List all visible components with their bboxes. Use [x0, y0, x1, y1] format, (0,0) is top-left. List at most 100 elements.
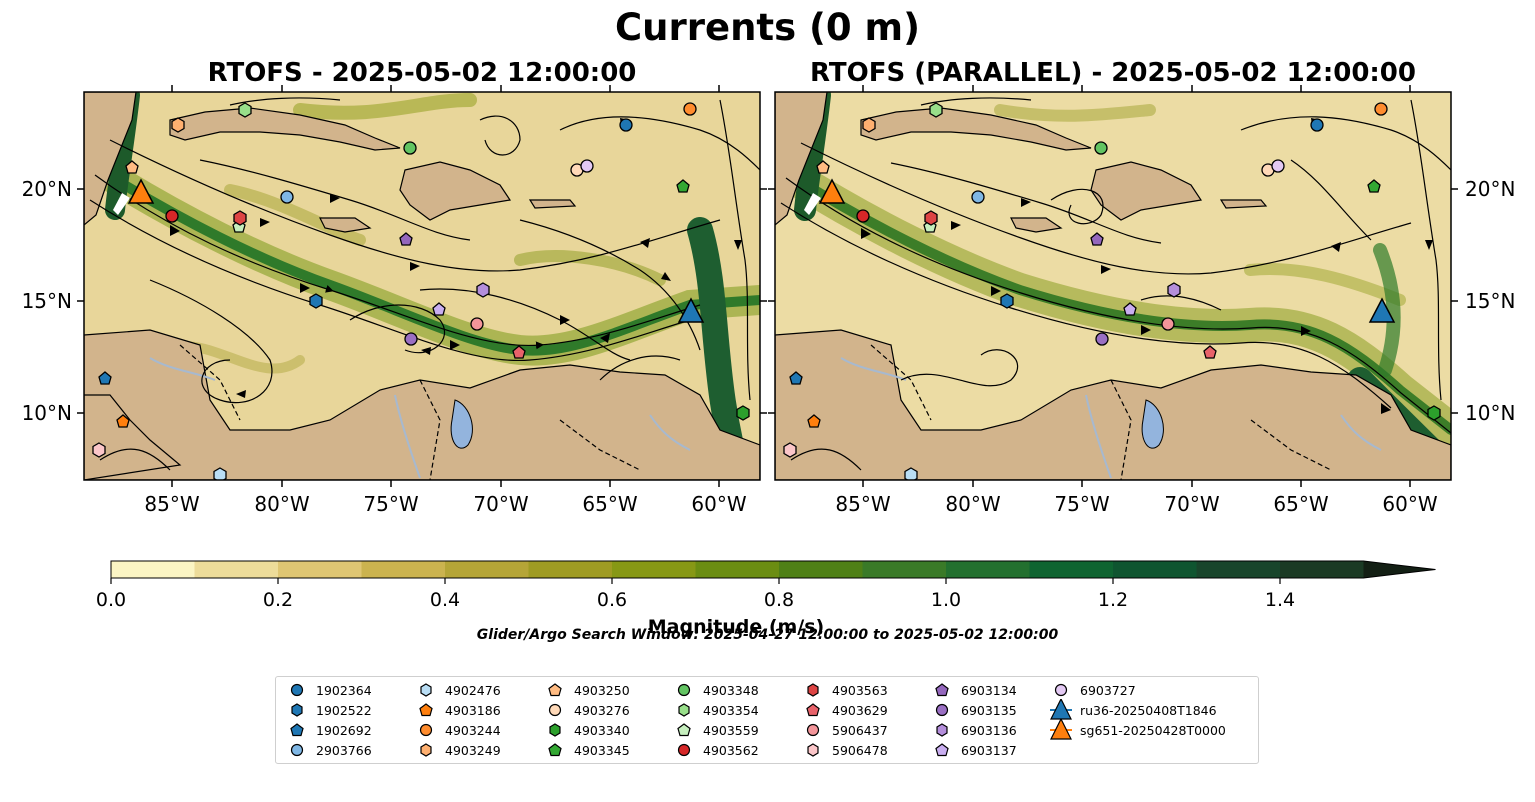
legend-item: 4903348: [673, 680, 759, 700]
marker-6903135: [1095, 332, 1109, 346]
lat-label-20n: 20°N: [22, 177, 72, 201]
glider-track-gap-left: [113, 193, 130, 215]
marker-4903249: [171, 117, 185, 133]
marker-4903340: [1427, 405, 1441, 421]
colorbar-segment: [862, 561, 947, 578]
marker-4903562: [165, 209, 179, 223]
colorbar-segment: [695, 561, 780, 578]
marker-6903137: [432, 302, 446, 316]
rivers-left: [149, 357, 691, 479]
legend-item: 1902522: [286, 700, 372, 720]
legend-label: 1902364: [316, 682, 372, 698]
search-window-text: Glider/Argo Search Window: 2025-04-27 12…: [476, 627, 1059, 643]
legend-label: 4903562: [703, 742, 759, 758]
lon-label-85w: 85°W: [144, 492, 199, 516]
legend-item: 5906437: [802, 720, 888, 740]
borders-right: [870, 344, 1332, 480]
colorbar-extend-arrow: [1363, 561, 1436, 578]
float-markers-left: [92, 102, 750, 480]
colorbar-outline: [110, 560, 1436, 579]
marker-4903249: [862, 117, 876, 133]
legend-label: 4903250: [574, 682, 630, 698]
marker-2903766: [280, 190, 294, 204]
marker-4902476: [213, 467, 227, 480]
glider-track-gap-right: [804, 193, 821, 215]
marker-sg651: [818, 178, 846, 204]
legend-label: 4902476: [445, 682, 501, 698]
map-panel-rtofs-parallel: [775, 92, 1451, 480]
legend-item: ru36-20250408T1846: [1050, 699, 1217, 720]
lon-label-75w-right: 75°W: [1054, 492, 1109, 516]
legend-item: 6903135: [931, 700, 1017, 720]
legend-label: 6903136: [961, 722, 1017, 738]
lat-label-20n-right: 20°N: [1465, 177, 1515, 201]
legend-item: 5906478: [802, 740, 888, 760]
marker-sg651: [127, 178, 155, 204]
legend-label: 4903629: [832, 702, 888, 718]
marker-4903244: [683, 102, 697, 116]
map-frame-right: [774, 91, 1452, 481]
cbar-tick-7: 1.4: [1265, 589, 1295, 611]
legend-label: 6903134: [961, 682, 1017, 698]
tick-labels: 20°N 15°N 10°N 20°N 15°N 10°N 85°W 80°W …: [22, 177, 1516, 516]
marker-5906437: [470, 317, 484, 331]
legend-label: 4903354: [703, 702, 759, 718]
colorbar: [110, 560, 1436, 579]
cbar-tick-4: 0.8: [764, 589, 794, 611]
marker-4903354: [238, 102, 252, 118]
marker-1902522: [309, 293, 323, 309]
colorbar-segment: [445, 561, 529, 578]
rivers-right: [840, 357, 1382, 479]
colorbar-segment: [528, 561, 613, 578]
legend-label: 1902692: [316, 722, 372, 738]
legend-item: 4903563: [802, 680, 888, 700]
legend-item: 4903354: [673, 700, 759, 720]
colorbar-label: Magnitude (m/s): [648, 616, 825, 638]
marker-4903562: [856, 209, 870, 223]
lake-maracaibo-left: [450, 399, 473, 449]
colorbar-segment: [111, 561, 195, 578]
marker-5906478: [92, 442, 106, 458]
lake-maracaibo-right: [1141, 399, 1164, 449]
legend: 1902364 1902522 1902692 2903766 4902476 49031…: [275, 676, 1259, 764]
legend-label: 4903249: [445, 742, 501, 758]
legend-item: 4902476: [415, 680, 501, 700]
lon-label-65w: 65°W: [582, 492, 637, 516]
legend-label: 4903186: [445, 702, 501, 718]
marker-6903137: [1123, 302, 1137, 316]
cbar-tick-5: 1.0: [931, 589, 961, 611]
marker-4903629: [512, 345, 526, 359]
colorbar-segment: [779, 561, 863, 578]
marker-1902692: [98, 371, 112, 385]
marker-5906478: [783, 442, 797, 458]
legend-label: ru36-20250408T1846: [1080, 702, 1217, 718]
legend-label: 4903563: [832, 682, 888, 698]
figure-title: Currents (0 m): [614, 6, 920, 49]
marker-1902692: [789, 371, 803, 385]
lon-label-60w-right: 60°W: [1382, 492, 1437, 516]
streamlines-right: [780, 97, 1451, 471]
marker-4903340: [736, 405, 750, 421]
colorbar-segment: [278, 561, 362, 578]
land-right: [775, 92, 1451, 480]
legend-label: 4903559: [703, 722, 759, 738]
marker-1902522: [1000, 293, 1014, 309]
marker-6903136: [1167, 282, 1181, 298]
lon-label-80w: 80°W: [254, 492, 309, 516]
marker-4903354: [929, 102, 943, 118]
legend-item: 4903345: [544, 740, 630, 760]
colorbar-segment: [612, 561, 696, 578]
legend-item: 4903250: [544, 680, 630, 700]
legend-item: 6903137: [931, 740, 1017, 760]
cbar-tick-3: 0.6: [597, 589, 627, 611]
marker-ru36: [677, 297, 705, 323]
legend-item: sg651-20250428T0000: [1050, 719, 1226, 740]
legend-item: 4903340: [544, 720, 630, 740]
cbar-tick-1: 0.2: [263, 589, 293, 611]
legend-label: 2903766: [316, 742, 372, 758]
marker-4903250: [125, 160, 139, 174]
legend-label: 6903135: [961, 702, 1017, 718]
marker-4903348: [403, 141, 417, 155]
legend-label: 5906478: [832, 742, 888, 758]
panel-title-rtofs: RTOFS - 2025-05-02 12:00:00: [207, 58, 637, 88]
